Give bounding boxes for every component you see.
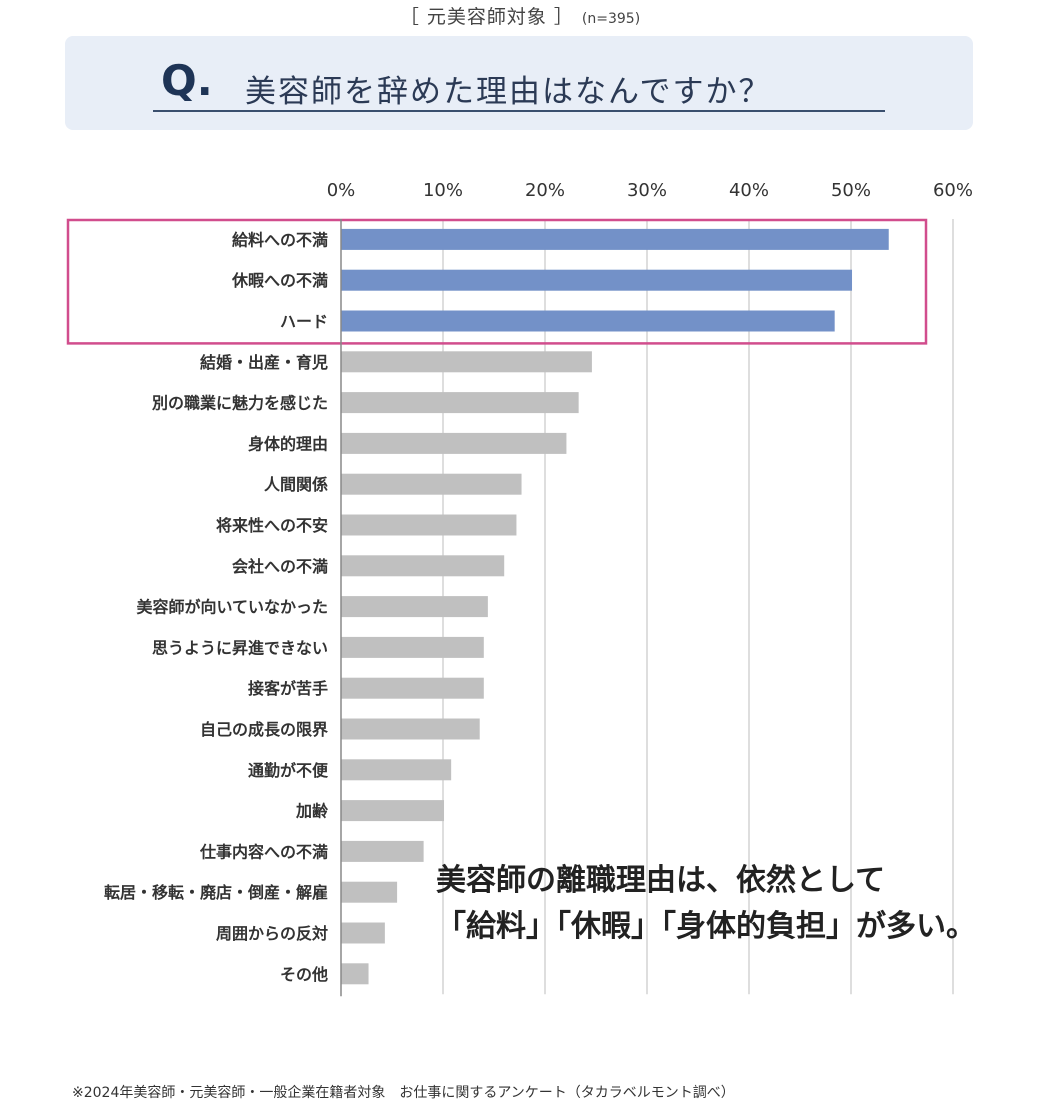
survey-subtitle: ［ 元美容師対象 ］ (n=395) <box>0 2 1040 29</box>
bar <box>341 800 445 822</box>
bar <box>341 759 452 781</box>
bar <box>341 840 424 862</box>
category-label: 加齢 <box>295 802 329 821</box>
bar <box>341 718 480 740</box>
x-tick-label: 60% <box>933 180 973 201</box>
bar <box>341 677 484 699</box>
bar <box>341 514 517 536</box>
category-label: 身体的理由 <box>248 434 328 453</box>
category-label: 仕事内容への不満 <box>199 842 328 861</box>
category-label: 将来性への不安 <box>216 516 328 535</box>
bar <box>341 555 505 577</box>
highlight-frame <box>66 218 928 345</box>
category-label: 休暇への不満 <box>231 271 328 290</box>
bar <box>341 432 567 454</box>
category-label: 別の職業に魅力を感じた <box>152 394 328 413</box>
bar-chart: 0% 10% 20% 30% 40% 50% 60% 給料への不満休暇への不満ハード結婚・出産… <box>66 180 973 997</box>
bar <box>341 881 398 903</box>
category-label: 給料への不満 <box>232 230 328 249</box>
source-note: ※2024年美容師・元美容師・一般企業在籍者対象 お仕事に関するアンケート（タカ… <box>72 1085 735 1101</box>
x-tick-label: 50% <box>831 180 871 201</box>
bar <box>341 922 385 944</box>
question-text: 美容師を辞めた理由はなんですか？ <box>245 74 772 110</box>
bar <box>341 228 889 250</box>
callout-line-2: 「給料」「休暇」「身体的負担」が多い。 <box>436 909 976 944</box>
callout-line-1: 美容師の離職理由は、依然として <box>436 863 886 898</box>
bar <box>341 963 369 985</box>
subtitle-text: ［ 元美容師対象 ］ <box>399 6 574 28</box>
question-line: Q. 美容師を辞めた理由はなんですか？ <box>153 54 885 112</box>
bar <box>341 392 579 414</box>
category-label: その他 <box>280 965 328 984</box>
bar <box>341 636 484 658</box>
category-label: 思うように昇進できない <box>152 638 328 657</box>
x-tick-label: 0% <box>327 180 356 201</box>
bar <box>341 596 488 618</box>
question-box: Q. 美容師を辞めた理由はなんですか？ <box>65 36 973 130</box>
sample-size: (n=395) <box>581 11 641 27</box>
bar <box>341 351 592 373</box>
category-label: 自己の成長の限界 <box>200 720 328 739</box>
x-tick-label: 30% <box>627 180 667 201</box>
category-label: 会社への不満 <box>232 557 328 576</box>
bar <box>341 473 522 495</box>
x-tick-label: 20% <box>525 180 565 201</box>
category-label: 周囲からの反対 <box>216 924 328 943</box>
category-label: 美容師が向いていなかった <box>136 598 328 617</box>
bar <box>341 310 835 332</box>
category-label: 人間関係 <box>264 475 328 494</box>
category-label: ハード <box>280 312 328 331</box>
x-tick-label: 10% <box>423 180 463 201</box>
category-label: 転居・移転・廃店・倒産・解雇 <box>104 883 328 902</box>
x-tick-label: 40% <box>729 180 769 201</box>
category-label: 接客が苦手 <box>248 679 328 698</box>
category-label: 通勤が不便 <box>248 761 329 780</box>
callout-text: 美容師の離職理由は、依然として 「給料」「休暇」「身体的負担」が多い。 <box>436 858 1016 950</box>
category-label: 結婚・出産・育児 <box>200 353 328 372</box>
q-mark: Q. <box>161 56 213 105</box>
bar <box>341 269 853 291</box>
